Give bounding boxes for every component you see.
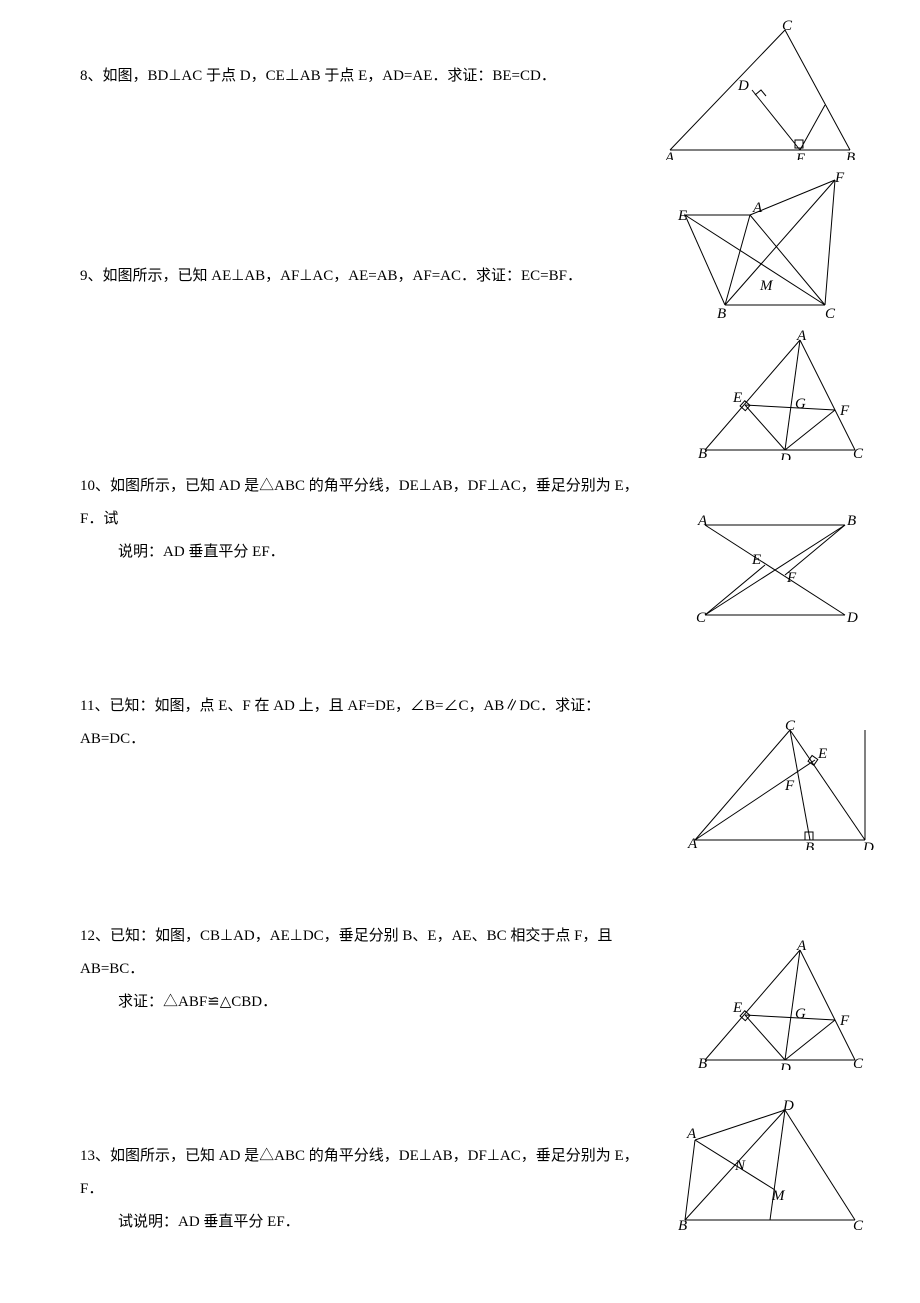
problem-body: 如图所示，已知 AE⊥AB，AF⊥AC，AE=AB，AF=AC．求证：EC=BF… xyxy=(103,268,582,284)
problem-body: 如图，BD⊥AC 于点 D，CE⊥AB 于点 E，AD=AE．求证：BE=CD． xyxy=(103,68,556,84)
figure-11: A B C D E F xyxy=(690,510,860,630)
problem-13-text: 13、如图所示，已知 AD 是△ABC 的角平分线，DE⊥AB，DF⊥AC，垂足… xyxy=(80,1140,640,1239)
label-C: C xyxy=(696,610,707,626)
label-A: A xyxy=(686,1126,697,1142)
label-B: B xyxy=(805,840,814,850)
problem-body-1: 已知：如图，点 E、F 在 AD 上，且 AF=DE，∠B=∠C，AB∥DC．求… xyxy=(109,698,600,714)
problem-body-2: 试说明：AD 垂直平分 EF． xyxy=(80,1206,640,1239)
figure-9: E A F B C M xyxy=(675,170,845,320)
problem-body-2: 说明：AD 垂直平分 EF． xyxy=(80,536,640,569)
label-G: G xyxy=(795,1006,806,1022)
problem-9-text: 9、如图所示，已知 AE⊥AB，AF⊥AC，AE=AB，AF=AC．求证：EC=… xyxy=(80,260,640,293)
label-C: C xyxy=(853,446,864,460)
label-C: C xyxy=(853,1218,864,1230)
figure-13-svg: A B C D E F G xyxy=(695,940,865,1070)
label-B: B xyxy=(678,1218,687,1230)
problem-body-1: 已知：如图，CB⊥AD，AE⊥DC，垂足分别 B、E，AE、BC 相交于点 F，… xyxy=(110,928,612,944)
label-F: F xyxy=(786,570,797,586)
label-A: A xyxy=(697,513,708,529)
label-F: F xyxy=(834,170,845,186)
label-E: E xyxy=(677,208,687,224)
label-C: C xyxy=(785,720,796,734)
label-E: E xyxy=(732,390,742,406)
label-F: F xyxy=(839,1013,850,1029)
label-F: F xyxy=(839,403,850,419)
label-A: A xyxy=(687,836,698,850)
problem-body-1: 如图所示，已知 AD 是△ABC 的角平分线，DE⊥AB，DF⊥AC，垂足分别为… xyxy=(80,1148,639,1197)
figure-12: A B C D E F xyxy=(685,720,875,850)
label-A: A xyxy=(796,940,807,954)
label-E: E xyxy=(732,1000,742,1016)
label-D: D xyxy=(862,840,874,850)
label-D: D xyxy=(737,78,749,94)
problem-num: 9、 xyxy=(80,268,103,284)
problem-10-text: 10、如图所示，已知 AD 是△ABC 的角平分线，DE⊥AB，DF⊥AC，垂足… xyxy=(80,470,640,569)
label-C: C xyxy=(853,1056,864,1070)
label-M: M xyxy=(759,278,774,294)
problem-num: 13、 xyxy=(80,1148,110,1164)
label-G: G xyxy=(795,396,806,412)
label-M: M xyxy=(771,1188,786,1204)
label-B: B xyxy=(698,446,707,460)
figure-12-svg: A B C D E F xyxy=(685,720,875,850)
label-A: A xyxy=(664,150,675,160)
label-C: C xyxy=(825,306,836,320)
figure-8: A B C D E xyxy=(660,20,860,160)
label-C: C xyxy=(782,20,793,34)
label-D: D xyxy=(779,1061,791,1070)
problem-11-text: 11、已知：如图，点 E、F 在 AD 上，且 AF=DE，∠B=∠C，AB∥D… xyxy=(80,690,640,756)
label-B: B xyxy=(847,513,856,529)
label-D: D xyxy=(782,1100,794,1114)
problem-body-2: AB=BC． xyxy=(80,953,640,986)
figure-11-svg: A B C D E F xyxy=(690,510,860,630)
problem-8-text: 8、如图，BD⊥AC 于点 D，CE⊥AB 于点 E，AD=AE．求证：BE=C… xyxy=(80,60,640,93)
figure-9-svg: E A F B C M xyxy=(675,170,845,320)
label-B: B xyxy=(698,1056,707,1070)
problem-num: 8、 xyxy=(80,68,103,84)
problem-12-text: 12、已知：如图，CB⊥AD，AE⊥DC，垂足分别 B、E，AE、BC 相交于点… xyxy=(80,920,640,1019)
figure-10-svg: A B C D E F G xyxy=(695,330,865,460)
figure-13: A B C D E F G xyxy=(695,940,865,1070)
problem-body-2: AB=DC． xyxy=(80,723,640,756)
label-E: E xyxy=(817,746,827,762)
figure-8-svg: A B C D E xyxy=(660,20,860,160)
problem-num: 12、 xyxy=(80,928,110,944)
problem-num: 11、 xyxy=(80,698,109,714)
figure-10: A B C D E F G xyxy=(695,330,865,460)
label-F: F xyxy=(784,778,795,794)
label-N: N xyxy=(734,1158,746,1174)
problem-body-3: 求证：△ABF≌△CBD． xyxy=(80,986,640,1019)
label-A: A xyxy=(796,330,807,344)
figure-14: A B C D M N xyxy=(675,1100,865,1230)
label-D: D xyxy=(779,451,791,460)
label-B: B xyxy=(717,306,726,320)
label-B: B xyxy=(846,150,855,160)
label-D: D xyxy=(846,610,858,626)
figure-14-svg: A B C D M N xyxy=(675,1100,865,1230)
label-E: E xyxy=(795,151,805,160)
problem-num: 10、 xyxy=(80,478,110,494)
label-A: A xyxy=(752,200,763,216)
problem-body-1: 如图所示，已知 AD 是△ABC 的角平分线，DE⊥AB，DF⊥AC，垂足分别为… xyxy=(80,478,639,527)
label-E: E xyxy=(751,552,761,568)
